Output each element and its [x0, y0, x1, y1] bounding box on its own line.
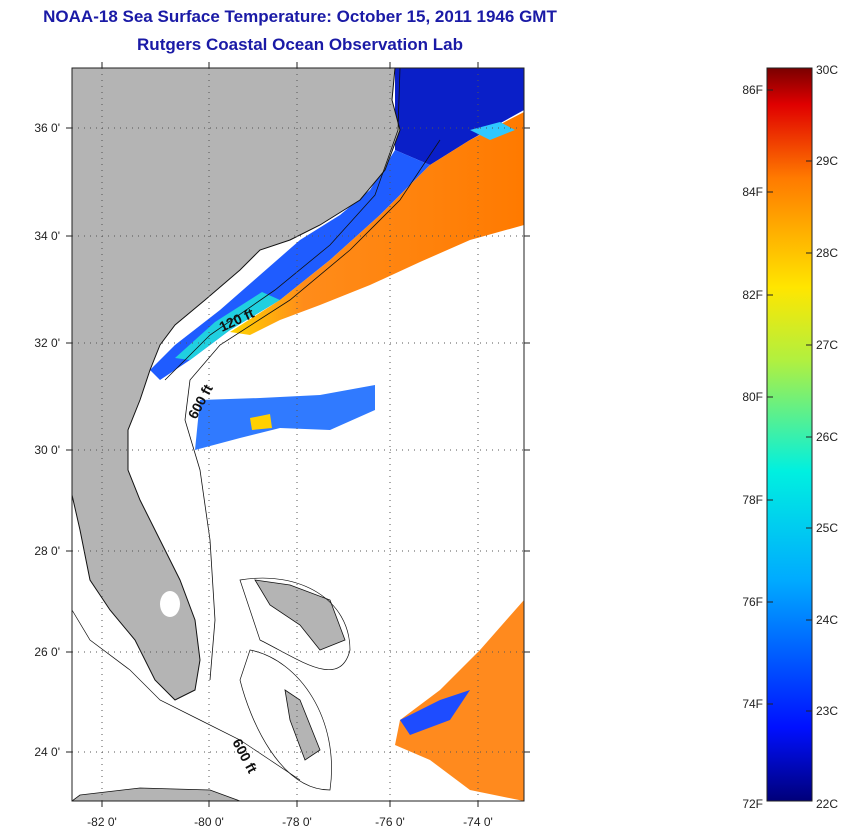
bahamas-abaco — [254, 579, 346, 651]
contour-120ft — [164, 68, 401, 381]
contour-shelf-gulf — [72, 609, 301, 781]
map-tick-marks — [66, 62, 530, 807]
contour-great-bahama — [239, 649, 332, 791]
contour-600ft — [184, 139, 441, 681]
colorbar-f-label: 86F — [742, 83, 763, 97]
lon-tick-label: -78 0' — [282, 815, 312, 829]
colorbar-fahrenheit-ticks — [767, 89, 773, 705]
colorbar-f-label: 76F — [742, 595, 763, 609]
lat-tick-label: 28 0' — [34, 544, 60, 558]
lon-tick-label: -80 0' — [194, 815, 224, 829]
colorbar-c-label: 26C — [816, 430, 838, 444]
lat-tick-label: 36 0' — [34, 121, 60, 135]
land-usa — [72, 68, 401, 701]
colorbar-c-label: 23C — [816, 704, 838, 718]
patch-warm — [250, 414, 272, 430]
lon-tick-label: -74 0' — [463, 815, 493, 829]
lon-tick-label: -76 0' — [375, 815, 405, 829]
contour-bahama-bank — [239, 577, 351, 670]
land-cuba — [72, 787, 241, 801]
lat-tick-label: 30 0' — [34, 443, 60, 457]
colorbar-c-label: 24C — [816, 613, 838, 627]
cool-patch-south — [400, 690, 470, 735]
warm-filament — [470, 122, 515, 140]
lat-tick-label: 24 0' — [34, 745, 60, 759]
map-subtitle: Rutgers Coastal Ocean Observation Lab — [137, 35, 463, 54]
temperature-colorbar — [766, 67, 813, 802]
colorbar-f-label: 74F — [742, 697, 763, 711]
lat-tick-label: 26 0' — [34, 645, 60, 659]
colorbar-f-label: 80F — [742, 390, 763, 404]
colorbar-c-label: 22C — [816, 797, 838, 811]
lat-tick-label: 32 0' — [34, 336, 60, 350]
colorbar-f-label: 78F — [742, 493, 763, 507]
patch-30n — [195, 385, 375, 450]
colorbar-f-label: 84F — [742, 185, 763, 199]
map-border — [71, 67, 525, 802]
colorbar-f-label: 82F — [742, 288, 763, 302]
colorbar-c-label: 30C — [816, 63, 838, 77]
colorbar-c-label: 29C — [816, 154, 838, 168]
shelf-warm-edge — [175, 292, 280, 360]
colorbar-c-label: 28C — [816, 246, 838, 260]
lon-tick-label: -82 0' — [87, 815, 117, 829]
cold-water-north — [395, 68, 524, 165]
map-grid — [72, 68, 524, 801]
colorbar-c-label: 25C — [816, 521, 838, 535]
lat-tick-label: 34 0' — [34, 229, 60, 243]
map-title: NOAA-18 Sea Surface Temperature: October… — [43, 7, 557, 26]
colorbar-f-label: 72F — [742, 797, 763, 811]
colorbar-c-label: 27C — [816, 338, 838, 352]
lake-okeechobee — [160, 591, 180, 617]
colorbar-celsius-ticks — [806, 160, 812, 712]
